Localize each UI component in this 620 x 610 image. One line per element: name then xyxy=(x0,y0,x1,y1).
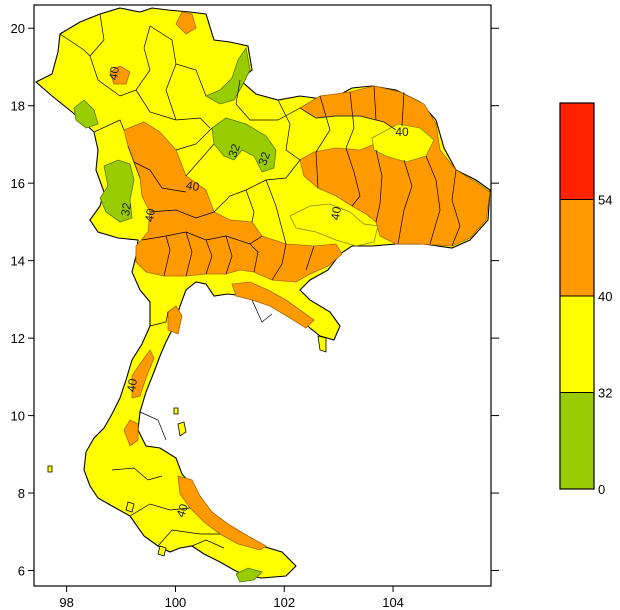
contour-label: 40 xyxy=(328,205,344,221)
province-boundaries xyxy=(59,13,461,549)
y-axis-ticks-left: 6 8 10 12 14 16 18 20 xyxy=(11,21,34,579)
y-tick-label: 12 xyxy=(11,331,25,346)
islands xyxy=(47,335,327,557)
x-tick-label: 100 xyxy=(165,595,187,610)
zone-orange-north-tip xyxy=(175,11,197,35)
contour-label: 40 xyxy=(106,65,122,81)
contour-label: 40 xyxy=(124,377,140,393)
colorbar-tick-label: 0 xyxy=(598,482,605,497)
zone-orange-south xyxy=(177,475,267,551)
colorbar-segment xyxy=(559,295,595,393)
zone-orange-peninsula-west xyxy=(131,349,155,399)
orange-zones xyxy=(109,11,491,551)
y-tick-label: 8 xyxy=(18,486,25,501)
zone-green-northwest xyxy=(73,99,99,129)
x-tick-label: 102 xyxy=(273,595,295,610)
island-1 xyxy=(177,421,187,437)
y-tick-label: 10 xyxy=(11,409,25,424)
x-tick-label: 98 xyxy=(59,595,73,610)
contour-label: 40 xyxy=(185,178,201,194)
colorbar-tick-label: 40 xyxy=(598,289,612,304)
island-2 xyxy=(317,335,327,353)
zone-orange-center-small xyxy=(167,305,183,335)
colorbar-segment xyxy=(559,102,595,200)
y-axis-ticks-right xyxy=(491,27,499,572)
colorbar-tick-label: 32 xyxy=(598,386,612,401)
contour-labels: 40 40 40 40 32 32 32 40 40 40 xyxy=(106,65,409,519)
x-axis-ticks: 98 100 102 104 xyxy=(59,586,404,610)
y-tick-label: 6 xyxy=(18,564,25,579)
colorbar-segment xyxy=(559,392,595,490)
zone-orange-central xyxy=(123,121,343,283)
island-3 xyxy=(125,501,135,513)
island-5 xyxy=(47,465,53,473)
contour-lines xyxy=(127,107,397,179)
zone-orange-east-coast xyxy=(231,281,315,329)
contour-label: 32 xyxy=(225,142,243,160)
colorbar-segment xyxy=(559,199,595,297)
zone-green-south-tip xyxy=(235,567,263,583)
zone-green-northcentral xyxy=(211,117,277,173)
zone-yellow-east-pocket xyxy=(289,203,379,247)
contour-label: 40 xyxy=(395,125,409,139)
contour-label: 32 xyxy=(255,150,273,168)
green-zones xyxy=(73,46,277,583)
x-tick-label: 104 xyxy=(382,595,404,610)
contour-label: 40 xyxy=(173,502,191,520)
zone-green-north xyxy=(205,46,251,105)
island-4 xyxy=(157,545,167,557)
colorbar-tick-label: 54 xyxy=(598,193,612,208)
zone-orange-north-small xyxy=(109,65,131,85)
island-6 xyxy=(173,407,179,415)
zone-green-west xyxy=(99,159,135,223)
y-tick-label: 18 xyxy=(11,99,25,114)
contour-label: 40 xyxy=(142,207,158,223)
y-tick-label: 14 xyxy=(11,254,25,269)
y-tick-label: 16 xyxy=(11,176,25,191)
colorbar-frame xyxy=(559,102,595,490)
y-tick-label: 20 xyxy=(11,21,25,36)
colorbar-legend: 0 32 40 54 xyxy=(559,102,612,497)
zone-orange-peninsula-mid xyxy=(123,419,139,447)
contour-label: 32 xyxy=(118,201,134,217)
